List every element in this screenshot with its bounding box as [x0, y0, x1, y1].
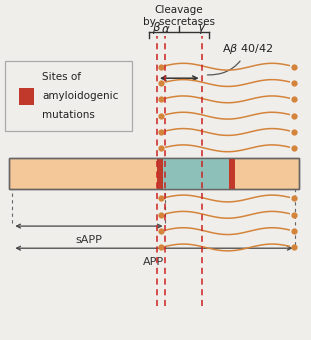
Text: $\beta$: $\beta$	[151, 20, 161, 36]
Bar	[157, 158, 163, 189]
Text: mutations: mutations	[42, 109, 95, 120]
Bar	[9, 158, 299, 189]
Bar	[160, 158, 235, 189]
Text: $\alpha$: $\alpha$	[161, 23, 171, 36]
FancyBboxPatch shape	[5, 61, 132, 131]
Text: amyloidogenic: amyloidogenic	[42, 91, 118, 101]
Bar	[19, 88, 34, 105]
Text: Sites of: Sites of	[42, 72, 81, 83]
Bar	[229, 158, 235, 189]
Text: A$\beta$ 40/42: A$\beta$ 40/42	[207, 42, 273, 75]
Text: Cleavage: Cleavage	[155, 5, 203, 15]
Text: by secretases: by secretases	[143, 17, 215, 27]
Text: $\gamma$: $\gamma$	[197, 22, 206, 36]
Text: APP: APP	[143, 257, 165, 267]
Bar	[9, 158, 299, 189]
Text: sAPP: sAPP	[76, 235, 102, 244]
